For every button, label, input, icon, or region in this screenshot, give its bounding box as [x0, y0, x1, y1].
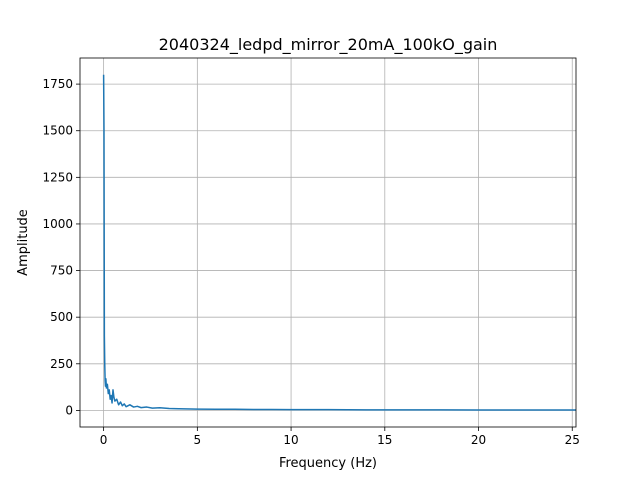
y-tick-label: 750 [50, 264, 73, 278]
x-tick-label: 0 [100, 433, 108, 447]
y-axis-label: Amplitude [16, 209, 31, 276]
grid-layer [80, 58, 576, 427]
plot-frame [79, 57, 577, 428]
y-tick-label: 1500 [42, 124, 73, 138]
y-tick-label: 1250 [42, 170, 73, 184]
y-tick-label: 250 [50, 357, 73, 371]
series-line [102, 74, 576, 411]
x-tick-label: 10 [283, 433, 298, 447]
x-tick-label: 5 [194, 433, 202, 447]
x-axis-label: Frequency (Hz) [279, 456, 377, 471]
y-tick-label: 1000 [42, 217, 73, 231]
x-tick-label: 15 [377, 433, 392, 447]
series-layer [102, 74, 576, 411]
y-tick-label: 500 [50, 310, 73, 324]
x-tick-label: 20 [471, 433, 486, 447]
y-tick-label: 1750 [42, 77, 73, 91]
y-tick-label: 0 [65, 403, 73, 417]
x-tick-label: 25 [565, 433, 580, 447]
chart-title: 2040324_ledpd_mirror_20mA_100kO_gain [159, 35, 498, 55]
plot-area [80, 58, 576, 427]
